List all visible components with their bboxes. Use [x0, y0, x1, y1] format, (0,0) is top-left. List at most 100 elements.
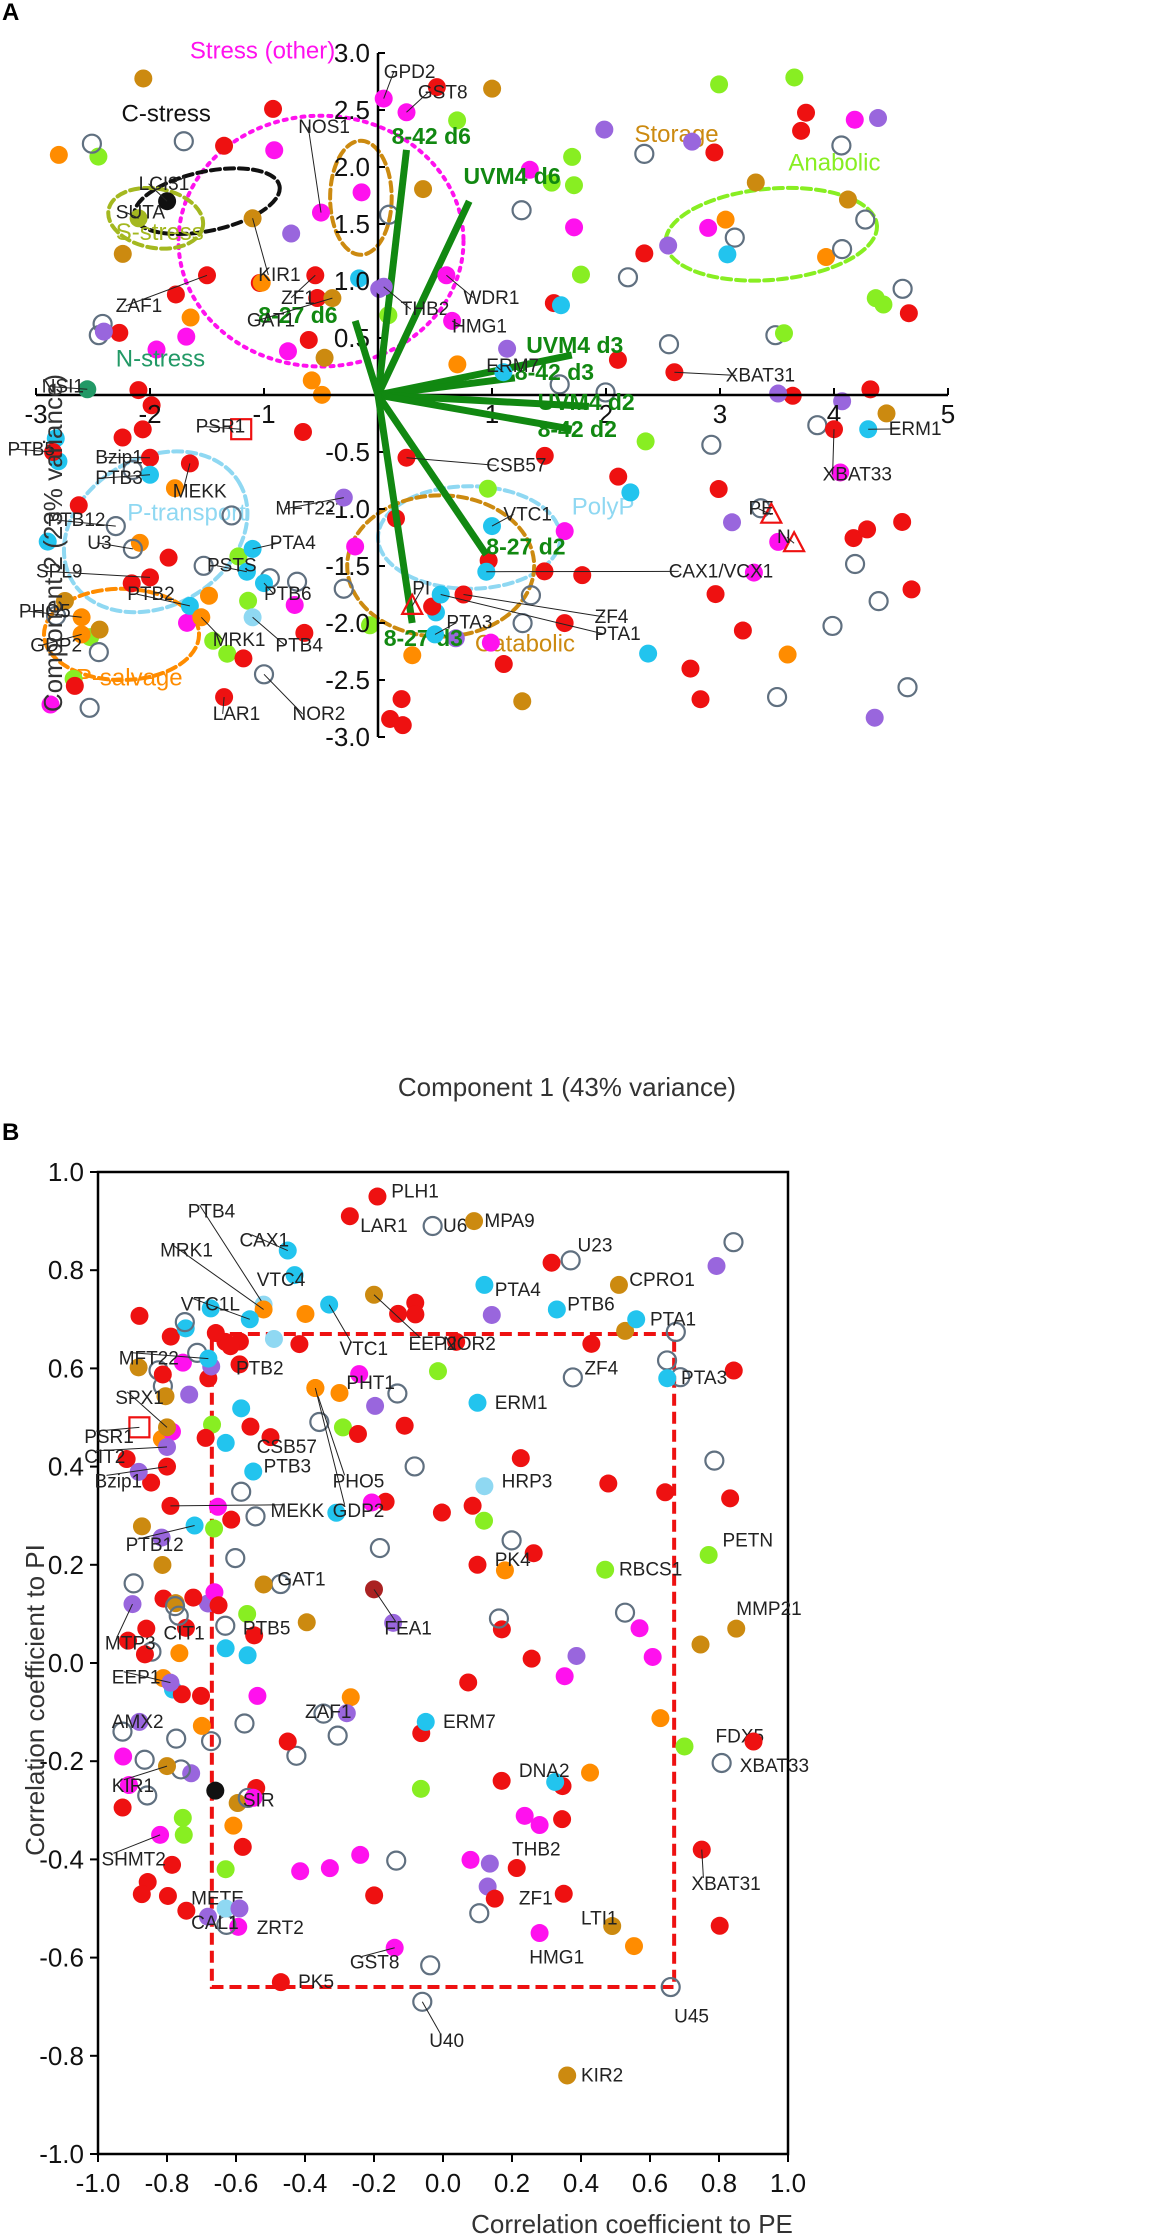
panel-label-b: B — [2, 1119, 19, 1146]
corr-point-124 — [711, 1752, 732, 1774]
corr-leader-61 — [361, 1947, 395, 1957]
corr-point-73 — [206, 1324, 225, 1343]
pca-ytick-label-11: -3.0 — [325, 722, 370, 752]
pca-point-68 — [636, 432, 655, 451]
pca-point-146 — [621, 483, 640, 502]
pca-point-label-30: PTB6 — [264, 584, 312, 605]
pca-ytick-label-0: 3.0 — [334, 38, 370, 68]
corr-point-10 — [174, 1825, 193, 1844]
pca-leader-31 — [137, 593, 191, 607]
pca-point-21 — [293, 422, 312, 441]
corr-labeled-point-20 — [264, 1329, 283, 1348]
corr-point-label-45: ZAF1 — [305, 1702, 351, 1723]
loading-label-6: 8-42 d2 — [538, 416, 617, 442]
pca-point-56 — [565, 218, 584, 237]
pca-point-118 — [166, 285, 185, 304]
corr-labeled-point-38 — [254, 1575, 273, 1594]
pca-point-131 — [113, 428, 132, 447]
corr-point-167 — [555, 1667, 574, 1686]
corr-point-label-59: ZRT2 — [257, 1918, 304, 1939]
pca-point-label-2: NOS1 — [298, 117, 350, 138]
pca-point-label-19: PTB5 — [8, 439, 56, 460]
pca-point-94 — [481, 633, 500, 652]
corr-point-38 — [176, 1319, 195, 1338]
corr-leader-43 — [123, 1671, 171, 1684]
corr-point-104 — [365, 1886, 384, 1905]
pca-point-16 — [535, 446, 554, 465]
pca-point-10 — [659, 236, 678, 255]
pca-point-117 — [785, 68, 804, 87]
group-label-0: Stress (other) — [190, 38, 335, 65]
corr-point-label-18: PTA3 — [681, 1368, 727, 1389]
pca-leader-35 — [252, 616, 286, 646]
corr-point-139 — [469, 1903, 490, 1924]
pca-point-121 — [691, 690, 710, 709]
pca-point-148 — [844, 529, 863, 548]
corr-point-33 — [119, 1776, 138, 1795]
corr-xtick-label-10: 1.0 — [770, 2168, 806, 2198]
pca-leader-11 — [125, 274, 208, 307]
pca-ytick-label-3: 1.5 — [334, 209, 370, 239]
corr-point-0 — [241, 1417, 260, 1436]
corr-ytick-label-4: 0.2 — [48, 1550, 84, 1580]
pca-point-77 — [88, 642, 109, 663]
corr-point-1 — [173, 1353, 192, 1372]
group-label-1: C-stress — [122, 100, 211, 127]
corr-point-142 — [542, 1253, 561, 1272]
pca-point-126 — [295, 623, 314, 642]
corr-leader-53 — [113, 1834, 161, 1854]
corr-labeled-point-17 — [582, 1334, 601, 1353]
corr-point-149 — [461, 1850, 480, 1869]
pca-point-1 — [892, 278, 913, 299]
pca-point-154 — [282, 224, 301, 243]
pca-biplot: Stress (other) C-stress S-stress Storage Ana… — [8, 38, 956, 752]
pca-point-label-9: WDR1 — [464, 288, 520, 309]
pca-point-36 — [278, 342, 297, 361]
corr-ytick-label-7: -0.4 — [39, 1844, 84, 1874]
corr-point-114 — [387, 1383, 408, 1404]
pca-point-84 — [833, 392, 852, 411]
pca-point-99 — [845, 110, 864, 129]
pca-point-label-23: PTB12 — [47, 510, 105, 531]
corr-xtick-label-6: 0.2 — [494, 2168, 530, 2198]
corr-point-label-24: CIT2 — [84, 1447, 125, 1468]
corr-point-138 — [723, 1232, 744, 1253]
corr-leader-29 — [314, 1387, 346, 1476]
corr-labeled-point-63 — [412, 1991, 433, 2012]
pca-point-81 — [595, 382, 616, 403]
pca-leader-8 — [383, 286, 412, 310]
pca-leader-17 — [832, 429, 835, 475]
corr-xtick-label-0: -1.0 — [76, 2168, 121, 2198]
corr-point-83 — [233, 1837, 252, 1856]
corr-point-125 — [630, 1619, 649, 1638]
corr-xtick-label-2: -0.6 — [214, 2168, 259, 2198]
pca-point-58 — [414, 180, 433, 199]
corr-labeled-point-28 — [244, 1462, 263, 1481]
loading-vector-0 — [374, 149, 410, 396]
pca-point-label-34: MRK1 — [213, 630, 266, 651]
corr-point-63 — [245, 1506, 266, 1527]
pca-leader-29 — [216, 565, 247, 573]
corr-labeled-point-42 — [216, 1639, 235, 1658]
pca-point-140 — [822, 615, 843, 637]
pca-point-label-8: THB2 — [401, 299, 450, 320]
corr-point-89 — [192, 1716, 211, 1735]
corr-point-58 — [238, 1646, 257, 1665]
corr-point-44 — [173, 1808, 192, 1827]
corr-point-label-65: KIR2 — [581, 2065, 623, 2086]
corr-point-label-42: PTB5 — [243, 1619, 291, 1640]
corr-point-32 — [231, 1481, 252, 1502]
pca-leader-10 — [451, 320, 463, 327]
corr-point-label-44: AMX2 — [112, 1712, 164, 1733]
loading-label-3: UVM4 d3 — [526, 332, 623, 358]
corr-point-113 — [447, 1332, 466, 1351]
corr-point-label-10: VTC1L — [181, 1295, 240, 1316]
corr-labeled-point-35 — [596, 1560, 615, 1579]
corr-point-105 — [369, 1537, 390, 1559]
pca-point-6 — [838, 190, 857, 209]
corr-leader-6 — [251, 1234, 288, 1252]
corr-point-87 — [230, 1355, 249, 1374]
corr-point-159 — [480, 1854, 499, 1873]
corr-point-65 — [216, 1433, 235, 1452]
pca-ytick-label-10: -2.5 — [325, 665, 370, 695]
